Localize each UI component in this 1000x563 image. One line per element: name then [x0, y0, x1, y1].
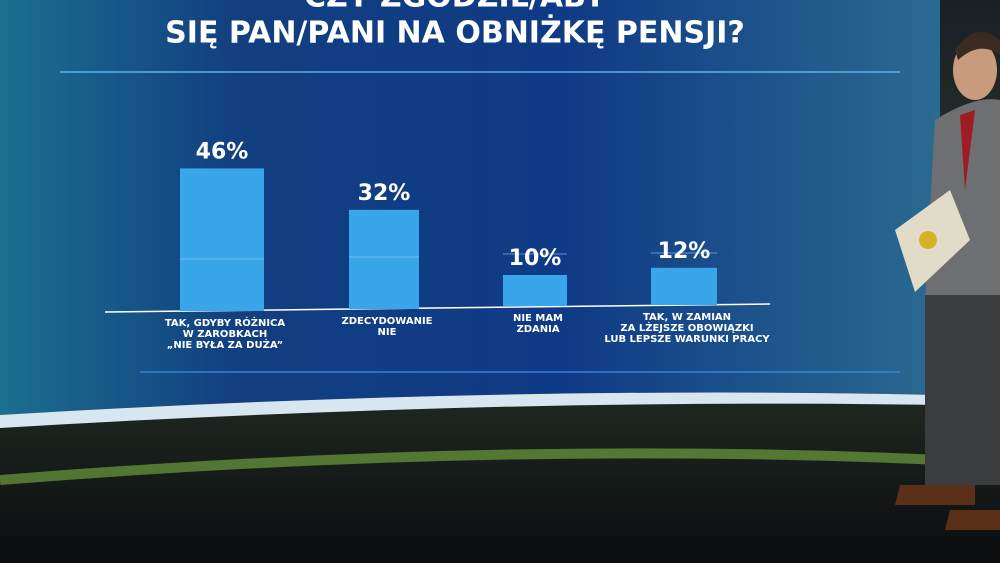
presenter — [895, 32, 1000, 530]
category-label: W ZAROBKACH — [183, 329, 268, 340]
value-label: 12% — [658, 239, 711, 264]
video-wall — [0, 0, 940, 415]
category-label: LUB LEPSZE WARUNKI PRACY — [604, 334, 770, 345]
category-label: NIE MAM — [513, 313, 563, 324]
category-label: „NIE BYŁA ZA DUŻA” — [167, 337, 283, 351]
category-label: ZA LŻEJSZE OBOWIĄZKI — [620, 320, 753, 334]
category-label: ZDANIA — [516, 324, 559, 335]
category-label: TAK, W ZAMIAN — [643, 312, 731, 323]
value-label: 32% — [358, 181, 411, 206]
category-label: NIE — [378, 327, 397, 338]
value-label: 10% — [509, 246, 562, 271]
chart-title: SIĘ PAN/PANI NA OBNIŻKĘ PENSJI? — [165, 15, 745, 51]
wall-edge — [0, 392, 940, 428]
bar — [349, 209, 419, 309]
category-label: ZDECYDOWANIE — [341, 316, 432, 327]
category-label: TAK, GDYBY RÓŻNICA — [165, 315, 286, 329]
chart-title: CZY ZGODZIŁ/ABY — [304, 0, 607, 15]
value-label: 46% — [196, 139, 249, 164]
bar — [503, 275, 567, 306]
bar — [651, 267, 717, 305]
bar — [180, 168, 264, 311]
floor-light — [0, 448, 941, 485]
